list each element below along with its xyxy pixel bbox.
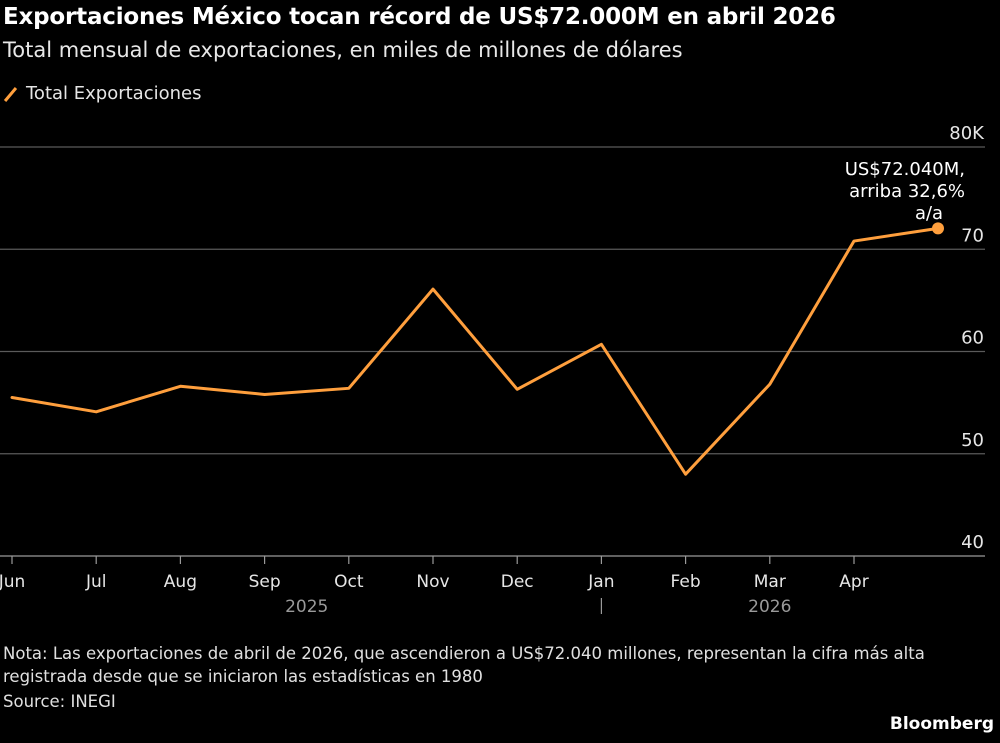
chart-legend: Total Exportaciones <box>4 83 201 104</box>
footnote: Nota: Las exportaciones de abril de 2026… <box>3 644 925 686</box>
chart-title: Exportaciones México tocan récord de US$… <box>3 4 836 30</box>
x-tick-label: Nov <box>416 572 449 592</box>
y-tick-label: 50 <box>961 430 984 451</box>
annotation-label: US$72.040M, <box>845 159 965 180</box>
x-group-label: 2025 <box>285 597 328 617</box>
x-group-label: 2026 <box>748 597 791 617</box>
y-tick-label: 80K <box>949 123 985 144</box>
highlight-point <box>932 222 944 235</box>
x-tick-label: Jun <box>0 572 25 592</box>
y-tick-label: 70 <box>961 225 984 246</box>
x-tick-label: Jan <box>587 572 614 592</box>
y-tick-label: 40 <box>961 532 984 553</box>
x-tick-label: Sep <box>249 572 281 592</box>
x-tick-label: Oct <box>334 572 364 592</box>
x-tick-label: Feb <box>671 572 701 592</box>
chart-subtitle: Total mensual de exportaciones, en miles… <box>3 38 683 62</box>
annotation-label: a/a <box>915 203 943 224</box>
legend-label: Total Exportaciones <box>26 83 202 104</box>
x-tick-label: Apr <box>839 572 868 592</box>
x-tick-label: Mar <box>754 572 786 592</box>
line-chart: 40 50 60 70 80K Jun Jul Aug Sep Oct Nov Dec Jan Feb Ma… <box>0 123 985 617</box>
x-tick-label: Jul <box>85 572 107 592</box>
x-tick-label: Dec <box>501 572 534 592</box>
x-tick-label: Aug <box>164 572 197 592</box>
series-line <box>10 226 940 476</box>
annotation-label: arriba 32,6% <box>849 181 965 202</box>
source-line: Source: INEGI <box>3 692 116 711</box>
y-tick-label: 60 <box>961 328 984 349</box>
brand-logo: Bloomberg <box>889 714 994 734</box>
